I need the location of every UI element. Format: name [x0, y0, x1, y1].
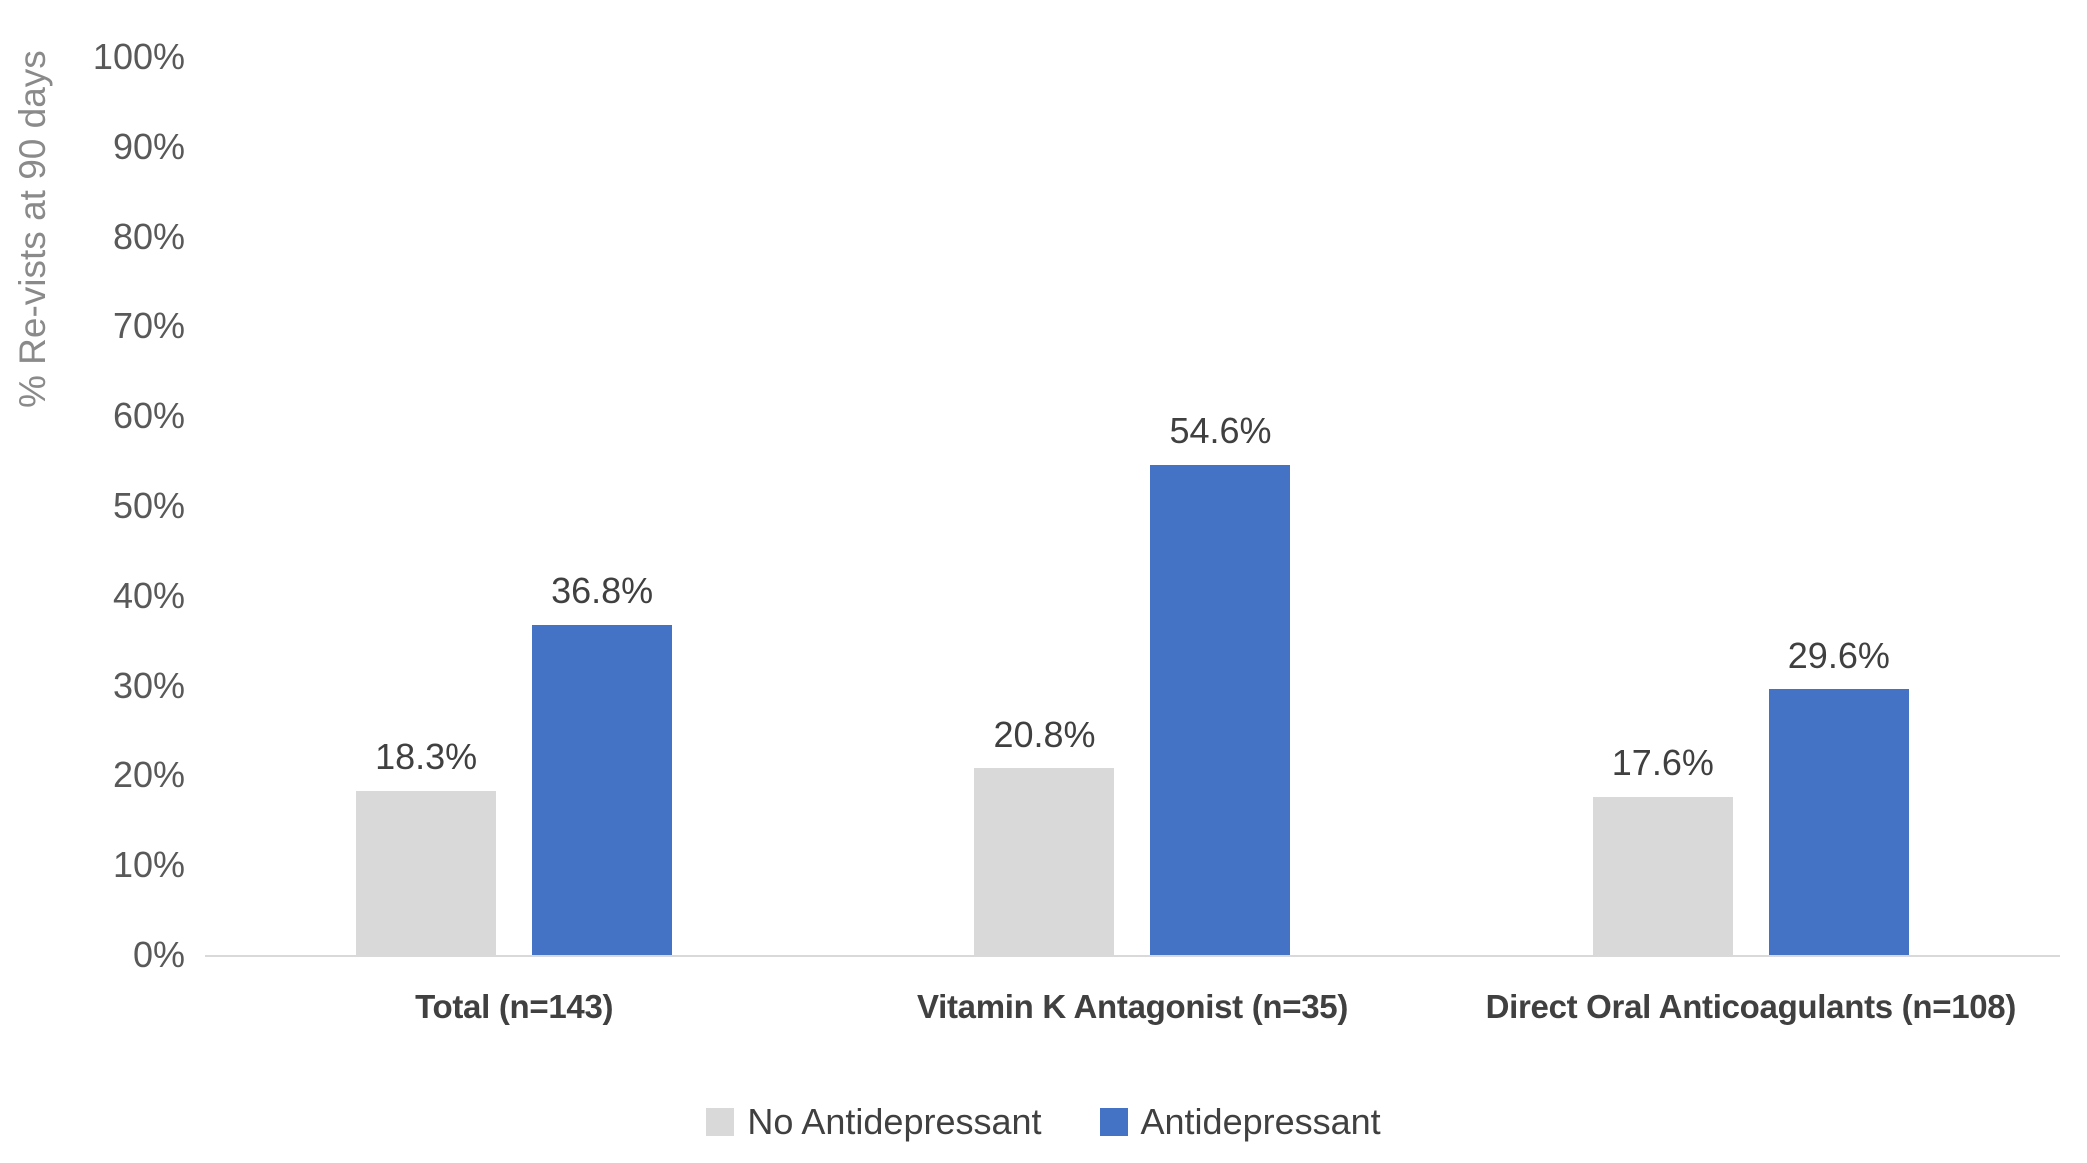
- y-tick-label: 40%: [112, 574, 185, 616]
- y-tick-label: 50%: [112, 485, 185, 526]
- bar-antidepressant: [1768, 689, 1909, 955]
- y-tick-label: 0%: [132, 934, 185, 975]
- y-tick-label: 90%: [112, 125, 185, 167]
- bar-value-label: 20.8%: [993, 713, 1096, 755]
- y-axis-tick-labels: 0% 10% 20% 30% 40% 50% 60% 70% 80% 90% 100%: [0, 0, 185, 1163]
- category-label: Direct Oral Anticoagulants (n=108): [1485, 988, 2017, 1025]
- legend-swatch-icon: [706, 1108, 735, 1136]
- legend: No Antidepressant Antidepressant: [0, 1100, 2087, 1144]
- bar-antidepressant: [1150, 464, 1291, 955]
- bar-wrap: 17.6%: [1592, 743, 1733, 955]
- bar-wrap: 18.3%: [356, 737, 497, 955]
- y-tick-label: 80%: [112, 215, 185, 257]
- y-tick-label: 20%: [112, 754, 185, 796]
- legend-swatch-icon: [1099, 1108, 1128, 1136]
- legend-item: Antidepressant: [1099, 1100, 1381, 1144]
- x-axis-category-labels: Total (n=143) Vitamin K Antagonist (n=35)…: [205, 985, 2060, 1029]
- bar-wrap: 54.6%: [1150, 411, 1291, 955]
- category-label: Total (n=143): [415, 988, 614, 1025]
- bar-value-label: 29.6%: [1787, 634, 1890, 676]
- y-tick-label: 100%: [92, 36, 185, 77]
- bar-wrap: 20.8%: [974, 715, 1115, 955]
- bar-no-antidepressant: [974, 768, 1115, 955]
- y-tick-label: 60%: [112, 395, 185, 437]
- legend-item: No Antidepressant: [706, 1100, 1042, 1144]
- bar-no-antidepressant: [356, 790, 497, 955]
- legend-label: No Antidepressant: [747, 1101, 1042, 1142]
- bar-wrap: 36.8%: [532, 571, 673, 955]
- bar-value-label: 36.8%: [551, 569, 654, 611]
- bar-group: 18.3% 36.8%: [205, 57, 823, 955]
- bar-value-label: 18.3%: [375, 736, 478, 778]
- bar-value-label: 54.6%: [1169, 410, 1272, 452]
- y-tick-label: 70%: [112, 305, 185, 347]
- y-tick-label: 10%: [112, 844, 185, 886]
- y-tick-label: 30%: [112, 664, 185, 706]
- bar-group: 17.6% 29.6%: [1442, 57, 2060, 955]
- bar-no-antidepressant: [1592, 796, 1733, 955]
- bar-wrap: 29.6%: [1768, 636, 1909, 955]
- legend-label: Antidepressant: [1140, 1101, 1381, 1142]
- category-label: Vitamin K Antagonist (n=35): [916, 988, 1349, 1025]
- bar-value-label: 17.6%: [1611, 742, 1714, 784]
- bar-group: 20.8% 54.6%: [823, 57, 1441, 955]
- plot-area: 18.3% 36.8% 20.8% 54.6% 17.6% 29.6%: [205, 57, 2060, 957]
- bar-antidepressant: [532, 624, 673, 955]
